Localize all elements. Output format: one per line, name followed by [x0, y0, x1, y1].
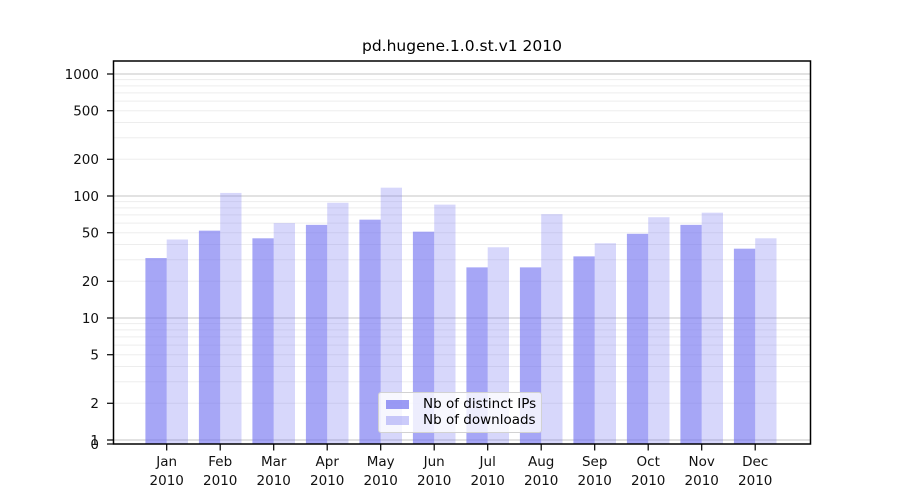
- bar-nb-of-distinct-ips-may: [359, 219, 381, 444]
- x-tick-label-year-jan: 2010: [150, 473, 184, 489]
- legend-swatch-distinct-ips: [386, 400, 409, 410]
- x-tick-label-year-nov: 2010: [685, 473, 719, 489]
- bar-nb-of-downloads-feb: [220, 192, 242, 444]
- x-tick-label-month-feb: Feb: [208, 454, 232, 470]
- legend-swatch-downloads: [386, 415, 409, 425]
- plot-frame: [112, 60, 812, 445]
- x-tick-label-year-dec: 2010: [738, 473, 772, 489]
- x-tick-label-month-sep: Sep: [582, 454, 607, 470]
- bar-nb-of-distinct-ips-jan: [145, 258, 167, 444]
- legend-item-distinct-ips: Nb of distinct IPs: [386, 396, 537, 413]
- legend-label-distinct-ips: Nb of distinct IPs: [423, 396, 537, 412]
- bar-nb-of-downloads-may: [380, 187, 402, 444]
- x-tick-label-year-sep: 2010: [578, 473, 612, 489]
- bar-nb-of-downloads-jun: [434, 204, 456, 444]
- bar-nb-of-distinct-ips-jun: [412, 231, 435, 444]
- x-tick-label-year-jul: 2010: [471, 473, 505, 489]
- legend-label-downloads: Nb of downloads: [423, 411, 536, 428]
- x-tick-label-month-may: May: [367, 454, 395, 470]
- x-tick-label-month-apr: Apr: [316, 454, 340, 470]
- bar-nb-of-downloads-oct: [648, 217, 670, 444]
- bar-nb-of-distinct-ips-oct: [626, 233, 649, 444]
- bar-nb-of-downloads-nov: [701, 212, 723, 444]
- bar-nb-of-distinct-ips-mar: [252, 238, 274, 444]
- bar-nb-of-downloads-mar: [273, 223, 295, 444]
- x-tick-label-month-jun: Jun: [423, 454, 445, 470]
- bar-nb-of-downloads-aug: [541, 214, 563, 444]
- x-tick-label-month-aug: Aug: [528, 454, 554, 470]
- legend-item-downloads: Nb of downloads: [386, 411, 536, 429]
- y-tick-label-5: 5: [90, 348, 99, 364]
- x-tick-label-year-oct: 2010: [631, 473, 665, 489]
- x-tick-label-month-dec: Dec: [742, 454, 768, 470]
- x-tick-label-year-mar: 2010: [257, 473, 291, 489]
- bar-nb-of-distinct-ips-nov: [680, 224, 702, 444]
- y-tick-label-1000: 1000: [65, 67, 99, 83]
- y-tick-label-20: 20: [82, 274, 99, 290]
- y-tick-label-2: 2: [90, 396, 99, 412]
- x-tick-label-month-jan: Jan: [155, 454, 177, 470]
- y-tick-label-200: 200: [73, 152, 99, 168]
- x-tick-label-year-jun: 2010: [417, 473, 451, 489]
- bar-nb-of-downloads-dec: [755, 238, 777, 444]
- y-tick-label-100: 100: [73, 189, 99, 205]
- y-tick-label-1: 1: [90, 433, 99, 449]
- bar-nb-of-distinct-ips-sep: [573, 256, 595, 444]
- x-tick-label-month-jul: Jul: [479, 454, 496, 470]
- y-tick-label-10: 10: [82, 311, 99, 327]
- x-tick-label-year-apr: 2010: [310, 473, 344, 489]
- x-tick-label-month-oct: Oct: [637, 454, 660, 470]
- bar-nb-of-distinct-ips-apr: [305, 224, 328, 444]
- y-tick-label-50: 50: [82, 226, 99, 242]
- bar-nb-of-downloads-jan: [166, 239, 188, 444]
- bar-nb-of-distinct-ips-feb: [198, 230, 221, 444]
- x-tick-label-month-nov: Nov: [689, 454, 715, 470]
- y-tick-label-500: 500: [73, 104, 99, 120]
- x-tick-label-year-may: 2010: [364, 473, 398, 489]
- legend: Nb of distinct IPs Nb of downloads: [378, 392, 542, 433]
- y-tick-label-0: 0: [90, 437, 99, 453]
- x-tick-label-year-feb: 2010: [203, 473, 237, 489]
- x-tick-label-year-aug: 2010: [524, 473, 558, 489]
- bar-nb-of-downloads-sep: [594, 243, 616, 444]
- bar-nb-of-distinct-ips-dec: [733, 248, 756, 444]
- chart-title: pd.hugene.1.0.st.v1 2010: [362, 37, 562, 55]
- x-tick-label-month-mar: Mar: [261, 454, 287, 470]
- bar-nb-of-downloads-apr: [327, 202, 349, 444]
